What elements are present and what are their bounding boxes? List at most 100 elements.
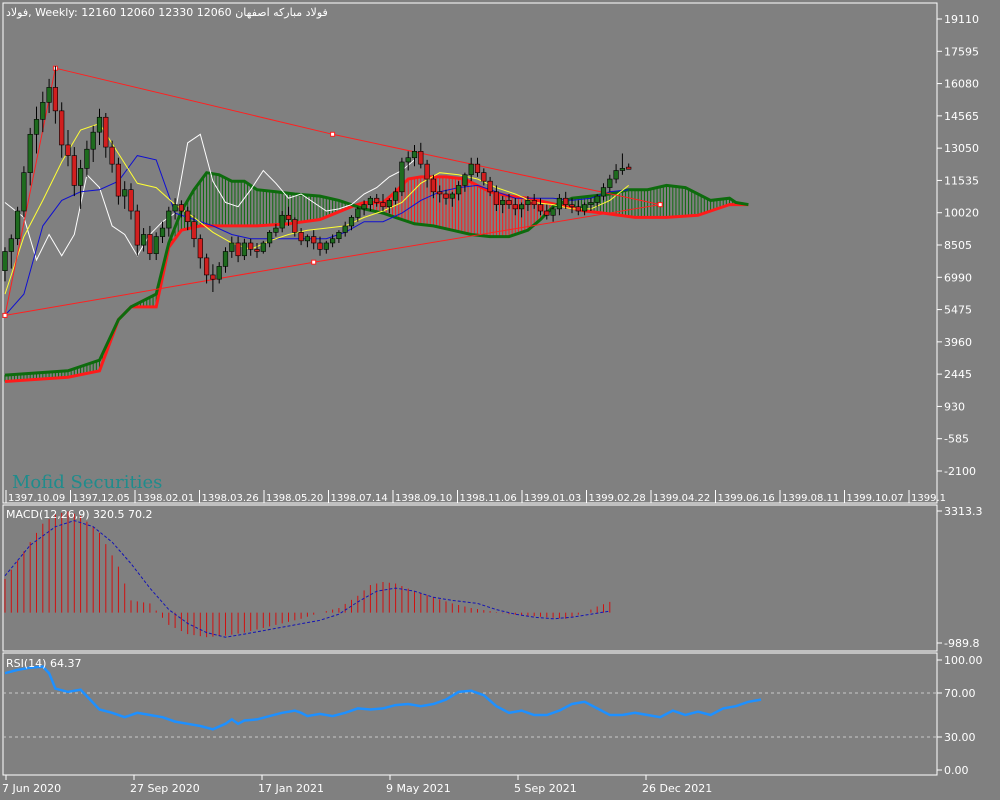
candle-body: [254, 249, 260, 252]
candle-body: [285, 214, 292, 220]
trendline: [4, 67, 661, 316]
price-tick-label: 16080: [944, 78, 979, 91]
candle-body: [153, 236, 159, 254]
candle-body: [90, 131, 96, 150]
date-tick-label: 1398.07.14: [331, 493, 388, 504]
trendline-anchor: [2, 312, 8, 318]
candle-body: [141, 234, 147, 246]
rsi-series: [3, 665, 937, 738]
date-tick-label: 1398.03.26: [202, 493, 259, 504]
candle-body: [65, 144, 71, 156]
rsi-axis: 100.00 70.00 30.00 0.00: [937, 654, 983, 777]
candle-body: [172, 204, 178, 212]
candle-body: [449, 193, 455, 199]
candle-body: [493, 191, 500, 205]
bottom-date-label: 27 Sep 2020: [130, 782, 200, 795]
price-tick-label: 13050: [944, 142, 979, 155]
candle-body: [575, 206, 581, 212]
candle-body: [518, 204, 525, 210]
candle-body: [544, 210, 550, 216]
price-tick-label: 3960: [944, 336, 972, 349]
candle-body: [191, 221, 197, 240]
trendline-anchor: [330, 131, 336, 137]
candle-body: [27, 133, 33, 173]
bottom-date-label: 7 Jun 2020: [2, 782, 61, 795]
candle-body: [405, 157, 411, 163]
date-tick-label: 1399.1: [911, 493, 946, 504]
candle-body: [241, 242, 248, 257]
candle-body: [481, 172, 487, 182]
candle-body: [626, 166, 632, 170]
price-tick-label: 14565: [944, 110, 979, 123]
candle-body: [462, 174, 468, 186]
candle-body: [222, 251, 229, 267]
candle-body: [367, 197, 374, 205]
candle-body: [399, 161, 405, 193]
gregorian-date-axis: 7 Jun 2020 27 Sep 2020 17 Jan 2021 9 May 20…: [2, 775, 712, 795]
candle-body: [537, 204, 544, 212]
shamsi-date-axis: 1397.10.09 1397.12.05 1398.02.01 1398.03.26…: [5, 490, 946, 504]
candle-body: [52, 87, 58, 112]
date-tick-label: 1397.10.09: [8, 493, 65, 504]
date-tick-label: 1397.12.05: [73, 493, 130, 504]
candle-body: [279, 214, 285, 229]
candlestick-series: [2, 66, 632, 292]
candle-body: [8, 238, 14, 252]
candle-body: [361, 204, 367, 210]
rsi-tick-label: 30.00: [944, 731, 976, 744]
candle-body: [229, 242, 235, 252]
candle-body: [46, 87, 52, 103]
candle-body: [96, 116, 103, 133]
candle-body: [210, 274, 216, 280]
candle-body: [216, 266, 222, 280]
candle-body: [59, 110, 65, 146]
candle-body: [607, 178, 613, 188]
candle-body: [437, 191, 443, 195]
macd-panel[interactable]: MACD(12,26,9) 320.5 70.2 3313.3 -989.8: [2, 504, 983, 652]
rsi-tick-label: 100.00: [944, 654, 983, 667]
date-tick-label: 1399.06.16: [718, 493, 775, 504]
price-tick-label: 6990: [944, 271, 972, 284]
candle-body: [374, 197, 380, 203]
candle-body: [342, 225, 348, 233]
candle-body: [204, 257, 210, 276]
senkou-span-a: [4, 171, 749, 377]
candle-body: [474, 163, 481, 173]
date-tick-label: 1399.02.28: [589, 493, 646, 504]
candle-body: [166, 210, 172, 229]
candle-body: [411, 151, 418, 159]
rsi-panel[interactable]: RSI(14) 64.37 100.00 70.00 30.00 0.00: [2, 652, 983, 777]
candle-body: [197, 238, 203, 259]
candle-body: [506, 200, 512, 205]
candle-body: [500, 200, 506, 205]
price-panel[interactable]: فولاد, Weekly: 12160 12060 12330 12060 ف…: [2, 2, 979, 504]
candle-body: [273, 227, 279, 233]
price-tick-label: 930: [944, 400, 965, 413]
trendline-anchor: [311, 259, 317, 265]
candle-body: [128, 189, 134, 212]
candle-body: [159, 227, 166, 237]
candle-body: [563, 197, 569, 205]
date-tick-label: 1399.04.22: [653, 493, 710, 504]
candle-body: [292, 219, 298, 233]
candle-body: [103, 116, 109, 148]
candle-body: [304, 236, 311, 242]
price-tick-label: 19110: [944, 13, 979, 26]
macd-axis: 3313.3 -989.8: [937, 505, 983, 650]
candle-body: [260, 242, 266, 252]
chikou-span: [4, 133, 415, 262]
candle-body: [115, 163, 121, 197]
macd-tick-label: 3313.3: [944, 505, 983, 518]
rsi-label: RSI(14) 64.37: [6, 657, 81, 670]
price-tick-label: -585: [944, 433, 969, 446]
date-tick-label: 1398.05.20: [266, 493, 323, 504]
price-tick-label: 5475: [944, 304, 972, 317]
candle-body: [40, 102, 46, 120]
candle-body: [348, 217, 355, 227]
date-tick-label: 1399.01.03: [524, 493, 581, 504]
candle-body: [424, 163, 430, 180]
macd-panel-border: [2, 504, 938, 652]
candle-body: [235, 242, 241, 257]
